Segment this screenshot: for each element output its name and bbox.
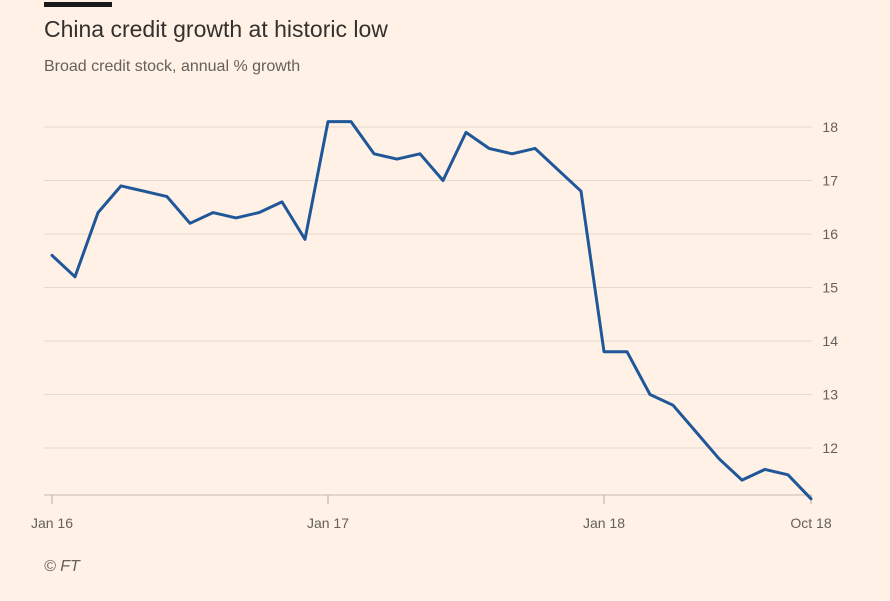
y-tick-label: 18: [822, 119, 838, 135]
series-line-broad-credit: [50, 120, 813, 501]
x-tick-label: Jan 16: [31, 515, 73, 531]
y-axis-ticks: 12 13 14 15 16 17 18: [822, 119, 838, 456]
y-tick-label: 14: [822, 333, 838, 349]
title-accent-bar: [44, 2, 112, 7]
gridlines: [44, 126, 812, 449]
chart-title: China credit growth at historic low: [44, 16, 388, 42]
series-layer: [50, 120, 813, 501]
chart-subtitle: Broad credit stock, annual % growth: [44, 58, 301, 75]
y-tick-label: 12: [822, 440, 838, 456]
y-tick-label: 15: [822, 280, 838, 296]
y-tick-label: 17: [822, 173, 838, 189]
y-tick-label: 16: [822, 226, 838, 242]
x-tick-label: Jan 18: [583, 515, 625, 531]
x-tick-label: Jan 17: [307, 515, 349, 531]
x-tick-label: Oct 18: [790, 515, 831, 531]
source-credit: © FT: [44, 558, 80, 575]
y-tick-label: 13: [822, 387, 838, 403]
x-axis: Jan 16 Jan 17 Jan 18 Oct 18: [31, 494, 832, 531]
